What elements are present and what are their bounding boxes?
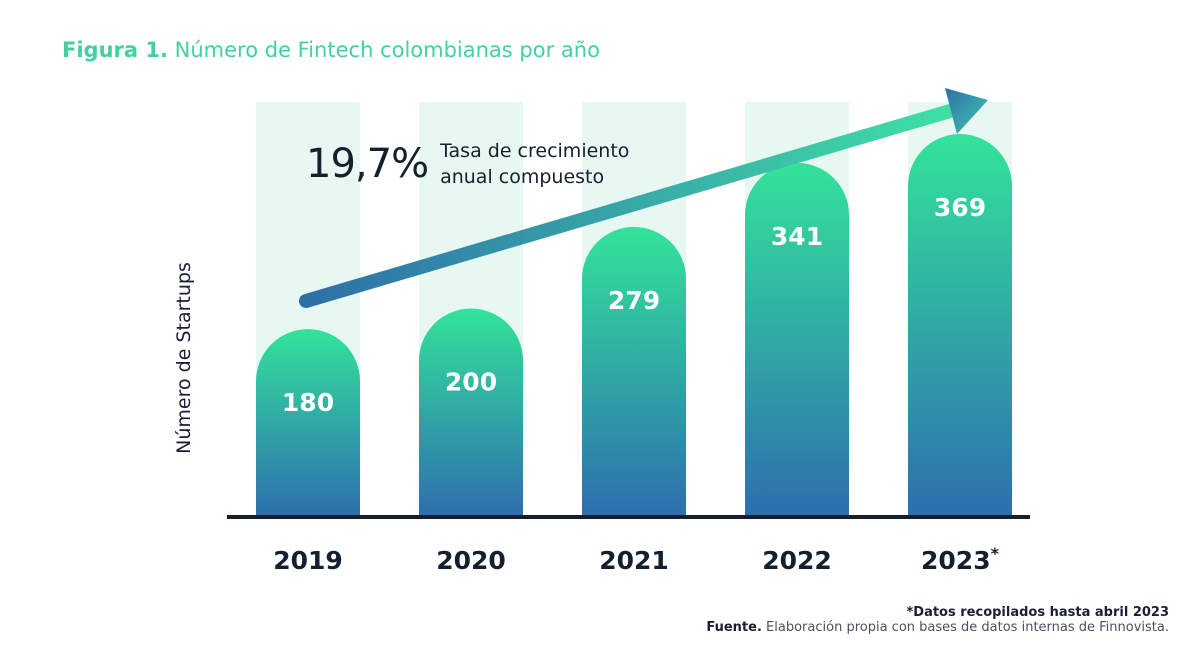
growth-arrow-head bbox=[945, 88, 988, 134]
x-tick-labels: 2019 2020 2021 2022 2023* bbox=[273, 544, 999, 575]
source-text: Elaboración propia con bases de datos in… bbox=[766, 620, 1169, 635]
title-text: Número de Fintech colombianas por año bbox=[174, 38, 600, 62]
data-label: 369 bbox=[934, 193, 986, 222]
data-label: 341 bbox=[771, 222, 823, 251]
data-label: 180 bbox=[282, 388, 334, 417]
bar bbox=[256, 329, 360, 515]
cagr-label: Tasa de crecimiento anual compuesto bbox=[440, 140, 630, 188]
x-tick-label: 2019 bbox=[273, 546, 343, 575]
data-labels: 180 200 279 341 369 bbox=[282, 193, 986, 417]
x-tick-label: 2020 bbox=[436, 546, 506, 575]
bar bbox=[745, 162, 849, 515]
bars bbox=[256, 134, 1012, 516]
data-label: 200 bbox=[445, 368, 497, 397]
x-tick-label: 2023* bbox=[921, 544, 1000, 575]
bar bbox=[582, 226, 686, 516]
bar bbox=[908, 134, 1012, 516]
growth-arrow bbox=[299, 88, 988, 308]
data-note: *Datos recopilados hasta abril 2023 bbox=[906, 605, 1169, 620]
growth-arrow-shaft bbox=[299, 104, 957, 308]
bar bbox=[419, 308, 523, 515]
figure-label: Figura 1. bbox=[62, 38, 168, 62]
x-tick-label: 2022 bbox=[762, 546, 832, 575]
footnote: *Datos recopilados hasta abril 2023 Fuen… bbox=[706, 605, 1169, 635]
source-label: Fuente. bbox=[706, 620, 762, 635]
cagr-annotation: 19,7% Tasa de crecimiento anual compuest… bbox=[306, 138, 670, 190]
cagr-value: 19,7% bbox=[306, 141, 429, 187]
data-label: 279 bbox=[608, 286, 660, 315]
x-tick-label: 2021 bbox=[599, 546, 669, 575]
chart-title: Figura 1. Número de Fintech colombianas … bbox=[62, 38, 600, 62]
